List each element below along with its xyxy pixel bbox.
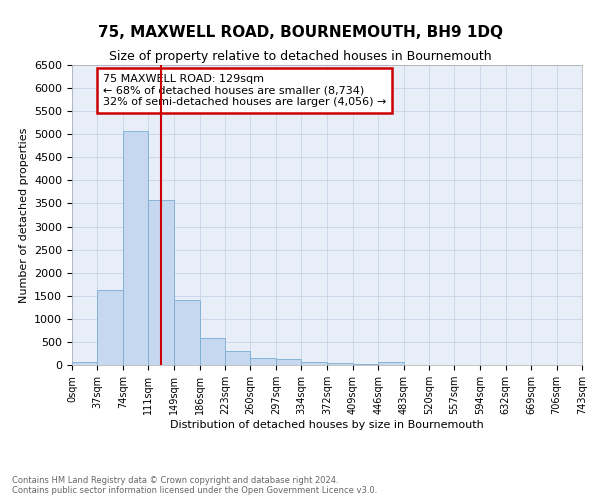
- X-axis label: Distribution of detached houses by size in Bournemouth: Distribution of detached houses by size …: [170, 420, 484, 430]
- Bar: [97, 290, 123, 365]
- Y-axis label: Number of detached properties: Number of detached properties: [19, 128, 29, 302]
- Bar: [353, 364, 378, 365]
- Bar: [250, 358, 276, 365]
- Bar: [225, 350, 250, 365]
- Text: Contains HM Land Registry data © Crown copyright and database right 2024.
Contai: Contains HM Land Registry data © Crown c…: [12, 476, 377, 495]
- Bar: [72, 362, 97, 365]
- Bar: [174, 300, 200, 365]
- Bar: [200, 338, 225, 365]
- Bar: [148, 200, 173, 365]
- Text: Size of property relative to detached houses in Bournemouth: Size of property relative to detached ho…: [109, 50, 491, 63]
- Text: 75, MAXWELL ROAD, BOURNEMOUTH, BH9 1DQ: 75, MAXWELL ROAD, BOURNEMOUTH, BH9 1DQ: [97, 25, 503, 40]
- Text: 75 MAXWELL ROAD: 129sqm
← 68% of detached houses are smaller (8,734)
32% of semi: 75 MAXWELL ROAD: 129sqm ← 68% of detache…: [103, 74, 386, 107]
- Bar: [301, 362, 326, 365]
- Bar: [276, 360, 301, 365]
- Bar: [328, 362, 353, 365]
- Bar: [378, 362, 404, 365]
- Bar: [123, 130, 148, 365]
